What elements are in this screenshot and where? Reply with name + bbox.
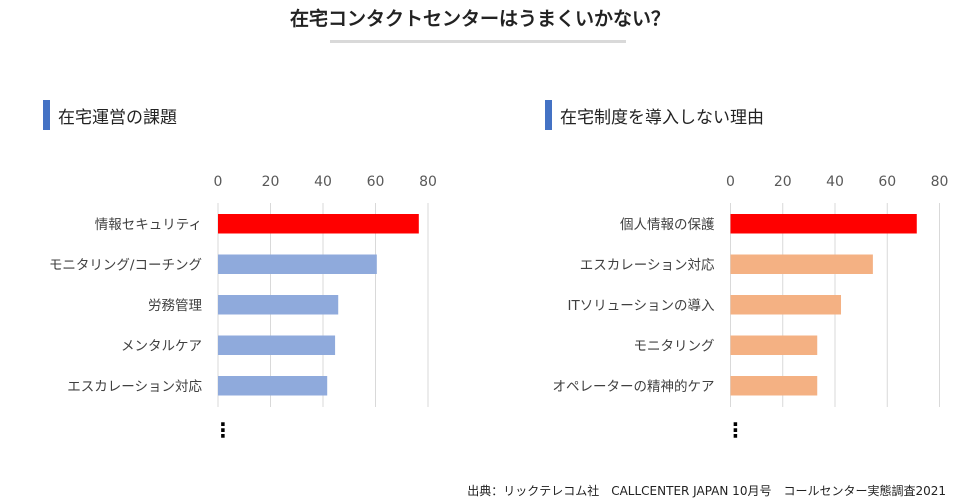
category-label: ITソリューションの導入	[568, 298, 715, 314]
heading-marker	[43, 100, 50, 130]
bar	[218, 214, 419, 234]
bar	[730, 295, 842, 315]
right-section-heading: 在宅制度を導入しない理由	[545, 100, 764, 130]
tick-label: 0	[726, 174, 735, 190]
continuation-dots: ⋮	[213, 418, 233, 442]
bar	[218, 295, 339, 315]
bar	[730, 335, 818, 355]
tick-label: 60	[878, 174, 896, 190]
bar	[730, 376, 818, 396]
source-note: 出典：リックテレコム社 CALLCENTER JAPAN 10月号 コールセンタ…	[467, 484, 946, 498]
page-title: 在宅コンタクトセンターはうまくいかない？	[289, 8, 670, 30]
tick-label: 60	[367, 174, 385, 190]
tick-label: 0	[214, 174, 223, 190]
tick-label: 20	[774, 174, 792, 190]
left-section-heading: 在宅運営の課題	[43, 100, 177, 130]
heading-marker	[545, 100, 552, 130]
category-label: 情報セキュリティ	[95, 217, 202, 233]
category-label: オペレーターの精神的ケア	[553, 379, 715, 395]
bar	[218, 254, 377, 274]
category-label: モニタリング	[634, 339, 715, 355]
category-label: メンタルケア	[121, 339, 202, 355]
bar	[730, 254, 873, 274]
category-label: 個人情報の保護	[620, 217, 715, 233]
tick-label: 40	[826, 174, 844, 190]
tick-label: 80	[419, 174, 437, 190]
category-label: 労務管理	[148, 298, 202, 314]
tick-label: 80	[931, 174, 949, 190]
bar	[218, 335, 336, 355]
tick-label: 20	[262, 174, 280, 190]
bar	[218, 376, 328, 396]
category-label: モニタリング/コーチング	[49, 258, 202, 274]
continuation-dots: ⋮	[726, 418, 746, 442]
category-label: エスカレーション対応	[67, 379, 202, 395]
bar	[730, 214, 917, 234]
right-chart-title: 在宅制度を導入しない理由	[560, 107, 764, 128]
left-chart-title: 在宅運営の課題	[58, 107, 177, 128]
tick-label: 40	[314, 174, 332, 190]
title-divider	[330, 40, 626, 43]
category-label: エスカレーション対応	[580, 258, 715, 274]
